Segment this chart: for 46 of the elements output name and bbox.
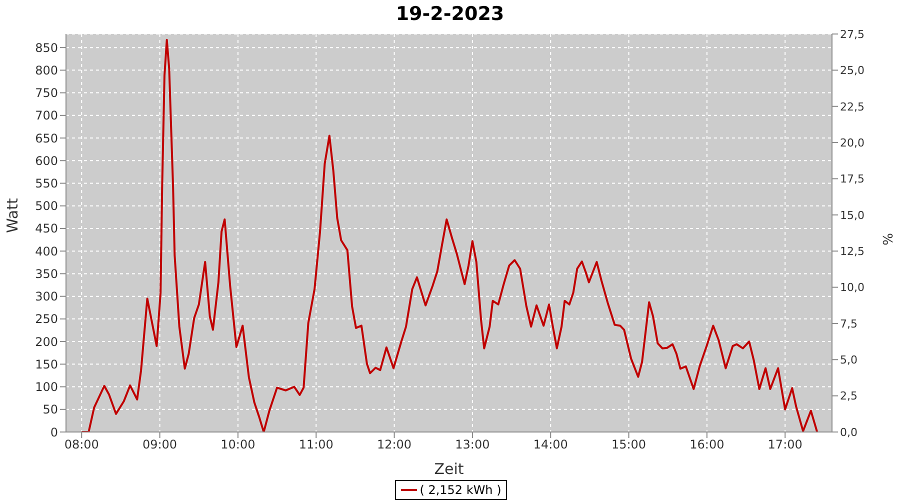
y-tick-label: 800 [35, 63, 58, 78]
y-tick-label: 150 [35, 357, 58, 372]
x-tick-label: 09:00 [142, 438, 178, 452]
y2-tick-label: 15,0 [840, 208, 864, 222]
chart-title: 19-2-2023 [396, 3, 504, 25]
y2-tick-label: 25,0 [840, 64, 864, 78]
y-tick-label: 750 [35, 86, 58, 100]
y-tick-label: 300 [35, 290, 58, 304]
y-axis-title: Watt [3, 198, 22, 233]
y-tick-label: 400 [35, 244, 58, 258]
y2-tick-label: 10,0 [840, 281, 864, 294]
x-tick-label: 08:00 [64, 438, 99, 452]
x-tick-label: 14:00 [533, 438, 568, 452]
y2-tick-label: 17,5 [840, 172, 864, 186]
y-tick-label: 650 [35, 131, 58, 146]
y-tick-label: 350 [35, 266, 58, 281]
y-tick-label: 0 [50, 425, 58, 440]
y-tick-label: 250 [35, 312, 58, 326]
y2-axis-title: % [882, 233, 897, 246]
y-tick-label: 100 [35, 380, 58, 394]
y2-tick-label: 22,5 [840, 100, 864, 114]
y-tick-label: 50 [42, 402, 58, 417]
y-tick-label: 700 [35, 108, 58, 123]
y2-tick-label: 2,5 [840, 390, 858, 403]
x-tick-label: 11:00 [298, 438, 334, 452]
x-tick-label: 17:00 [768, 438, 802, 452]
y2-tick-label: 12,5 [840, 244, 864, 258]
y-tick-label: 550 [35, 176, 58, 191]
y2-tick-label: 20,0 [840, 136, 864, 150]
y-tick-label: 450 [35, 222, 58, 236]
line-series [80, 38, 818, 432]
y-tick-label: 850 [35, 40, 58, 55]
y2-tick-label: 5,0 [840, 354, 858, 367]
x-tick-label: 10:00 [220, 438, 256, 452]
x-tick-label: 15:00 [611, 438, 646, 452]
x-tick-label: 12:00 [376, 438, 412, 452]
y2-tick-label: 7,5 [840, 317, 858, 330]
y-tick-label: 600 [35, 154, 58, 168]
x-axis-title: Zeit [434, 460, 464, 478]
y2-tick-label: 0,0 [840, 426, 858, 439]
legend-label: ( 2,152 kWh ) [420, 483, 502, 497]
y-tick-label: 500 [35, 199, 58, 214]
x-tick-label: 13:00 [455, 438, 490, 452]
x-tick-label: 16:00 [690, 438, 724, 452]
y2-tick-label: 27,5 [840, 28, 864, 41]
y-tick-label: 200 [35, 334, 58, 349]
